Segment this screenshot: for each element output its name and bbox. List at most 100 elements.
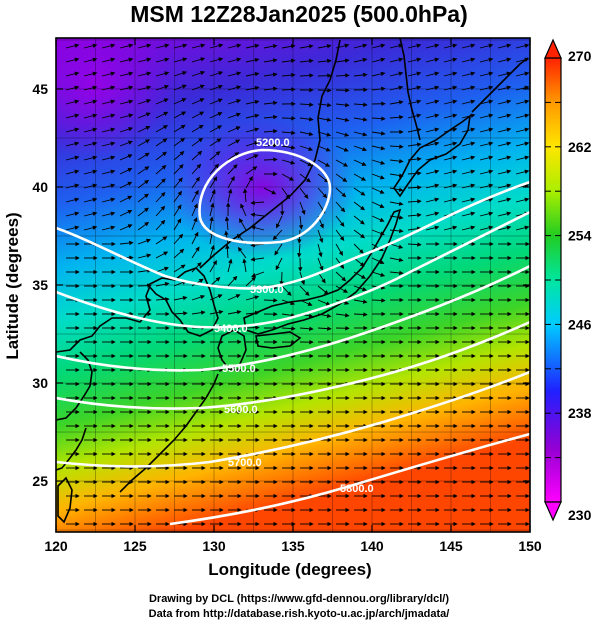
wind-arrow xyxy=(263,58,278,63)
wind-arrow xyxy=(173,111,187,119)
wind-arrow xyxy=(65,211,80,217)
wind-arrow xyxy=(515,127,530,133)
wind-arrow xyxy=(65,99,80,105)
wind-arrow xyxy=(299,116,314,122)
wind-arrow xyxy=(317,313,332,318)
wind-arrow xyxy=(371,57,386,63)
wind-arrow xyxy=(299,285,310,296)
credit-drawing: Drawing by DCL (https://www.gfd-dennou.o… xyxy=(149,593,449,605)
wind-arrow xyxy=(407,113,422,119)
wind-arrow xyxy=(263,86,278,92)
wind-arrow xyxy=(209,151,221,161)
wind-arrow xyxy=(407,199,422,204)
wind-arrow xyxy=(173,84,187,91)
wind-arrow xyxy=(191,294,206,301)
wind-arrow xyxy=(371,173,385,180)
wind-arrow xyxy=(227,43,242,49)
wind-arrow xyxy=(191,189,199,203)
wind-arrow xyxy=(299,299,313,306)
wind-arrow xyxy=(515,169,530,175)
wind-arrow xyxy=(353,102,368,107)
wind-arrow xyxy=(173,204,182,217)
wind-arrow xyxy=(137,126,151,133)
wind-arrow xyxy=(443,57,458,63)
wind-arrow xyxy=(191,57,206,63)
height-contours xyxy=(56,148,530,526)
wind-arrow xyxy=(209,189,216,203)
wind-arrow xyxy=(83,225,98,231)
contour-label-5400: 5400.0 xyxy=(214,323,248,335)
wind-arrow xyxy=(137,71,152,77)
coast-honshu xyxy=(243,208,402,335)
wind-arrow xyxy=(83,71,98,77)
wind-arrow xyxy=(263,100,278,106)
wind-arrow xyxy=(191,43,206,49)
wind-arrow xyxy=(209,176,218,189)
wind-arrow xyxy=(137,85,152,91)
wind-arrow xyxy=(335,313,350,318)
wind-arrow xyxy=(191,246,200,259)
wind-arrow xyxy=(245,154,259,161)
wind-arrow xyxy=(425,169,440,175)
wind-arrow xyxy=(353,43,368,49)
wind-arrow xyxy=(425,225,440,231)
wind-arrow xyxy=(497,71,512,77)
wind-arrow xyxy=(239,218,247,231)
wind-arrow xyxy=(101,169,116,175)
wind-arrow xyxy=(389,173,404,178)
wind-arrow xyxy=(155,138,168,147)
wind-arrow xyxy=(245,43,260,49)
wind-arrow xyxy=(425,197,440,203)
wind-arrow xyxy=(317,187,328,199)
wind-arrow xyxy=(275,257,283,271)
wind-arrow xyxy=(263,72,278,77)
wind-arrow xyxy=(245,310,260,316)
wind-arrow xyxy=(389,201,404,206)
wind-arrow xyxy=(83,43,98,49)
wind-arrow xyxy=(245,276,256,287)
y-axis-title: Latitude (degrees) xyxy=(3,212,22,359)
wind-arrow xyxy=(371,215,385,222)
wind-arrow xyxy=(335,58,350,63)
wind-arrow xyxy=(245,57,260,63)
wind-arrow xyxy=(371,86,386,92)
wind-arrow xyxy=(425,57,440,63)
wind-arrow xyxy=(497,211,512,217)
contour-label-5200: 5200.0 xyxy=(256,137,290,149)
contour-label-5700: 5700.0 xyxy=(228,457,262,469)
wind-arrow xyxy=(299,173,311,183)
wind-arrow xyxy=(263,187,277,195)
wind-arrow xyxy=(335,131,350,137)
wind-arrow xyxy=(371,257,385,264)
wind-arrow xyxy=(425,155,440,161)
wind-arrow xyxy=(245,113,260,119)
wind-arrow xyxy=(191,70,206,77)
wind-arrow xyxy=(497,99,512,105)
wind-arrow xyxy=(101,141,116,147)
wind-arrow xyxy=(155,43,170,49)
wind-arrow xyxy=(101,183,116,189)
wind-arrow xyxy=(155,98,169,105)
wind-arrow xyxy=(209,71,224,77)
coastlines xyxy=(56,38,529,524)
wind-arrow xyxy=(119,85,134,91)
wind-arrow xyxy=(119,154,133,161)
wind-arrow xyxy=(191,231,199,245)
wind-arrow xyxy=(479,57,494,63)
wind-vectors xyxy=(65,43,530,527)
wind-arrow xyxy=(65,43,80,49)
wind-arrow xyxy=(209,57,224,63)
wind-arrow xyxy=(119,209,133,217)
wind-arrow xyxy=(155,236,168,245)
wind-arrow xyxy=(191,262,202,273)
wind-arrow xyxy=(461,211,476,217)
wind-arrow xyxy=(353,201,365,211)
x-tick-label: 120 xyxy=(44,538,68,554)
wind-arrow xyxy=(245,99,260,105)
wind-arrow xyxy=(299,44,314,49)
wind-arrow xyxy=(335,285,348,293)
wind-arrow xyxy=(155,266,169,273)
wind-arrow xyxy=(119,57,134,63)
wind-arrow xyxy=(479,225,494,231)
wind-arrow xyxy=(407,142,422,147)
